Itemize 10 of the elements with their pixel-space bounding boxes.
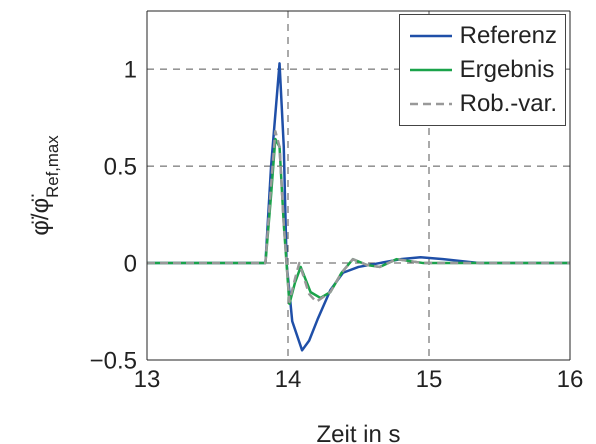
x-axis-title: Zeit in s	[316, 421, 401, 444]
legend-label: Referenz	[460, 21, 557, 51]
y-tick-label: 0.5	[104, 154, 137, 181]
x-tick-label: 16	[556, 366, 584, 394]
legend-label: Rob.-var.	[460, 89, 557, 119]
y-tick-label: 1	[124, 56, 137, 84]
x-tick-label: 14	[274, 366, 302, 394]
x-tick-label: 15	[416, 366, 442, 394]
legend-label: Ergebnis	[460, 55, 554, 85]
y-tick-label: 0	[124, 250, 137, 278]
